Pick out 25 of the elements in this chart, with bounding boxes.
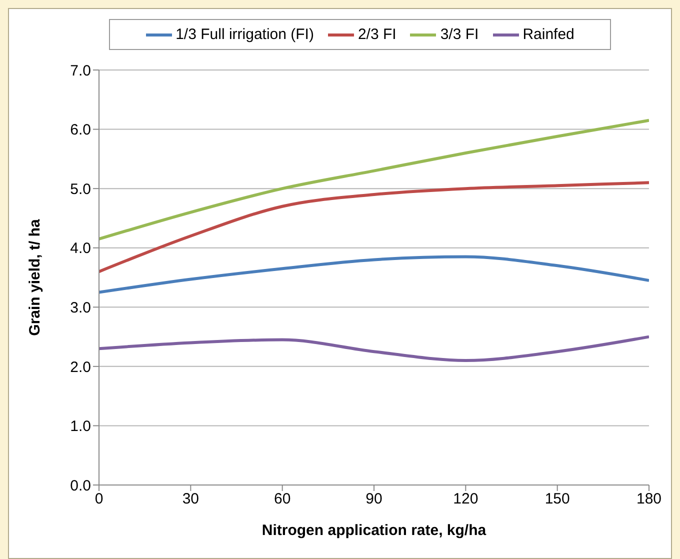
- line-series: [99, 255, 649, 294]
- y-tick-label: 2.0: [70, 358, 91, 376]
- legend-label: 2/3 FI: [356, 26, 396, 43]
- line-series: [99, 118, 649, 240]
- line-series: [99, 335, 649, 362]
- x-tick-label: 30: [182, 490, 200, 508]
- x-tick-label: 180: [636, 490, 662, 508]
- y-axis-title: Grain yield, t/ ha: [26, 218, 44, 336]
- x-tick-label: 0: [94, 490, 104, 508]
- legend-label: 1/3 Full irrigation (FI): [174, 26, 314, 43]
- line-series: [99, 181, 649, 274]
- x-tick-label: 120: [453, 490, 478, 508]
- x-tick-label: 150: [544, 490, 570, 508]
- legend-label: Rainfed: [522, 26, 574, 43]
- x-tick-label: 90: [366, 490, 382, 508]
- x-axis-title: Nitrogen application rate, kg/ha: [262, 522, 487, 539]
- y-tick-label: 7.0: [70, 62, 91, 80]
- y-tick-label: 4.0: [70, 240, 91, 258]
- y-tick-label: 0.0: [70, 477, 91, 494]
- y-tick-label: 1.0: [70, 418, 91, 436]
- y-tick-label: 3.0: [70, 299, 91, 316]
- legend-label: 3/3 FI: [439, 26, 479, 43]
- y-tick-label: 5.0: [70, 180, 91, 198]
- y-tick-label: 6.0: [70, 122, 91, 139]
- x-tick-label: 60: [274, 490, 291, 508]
